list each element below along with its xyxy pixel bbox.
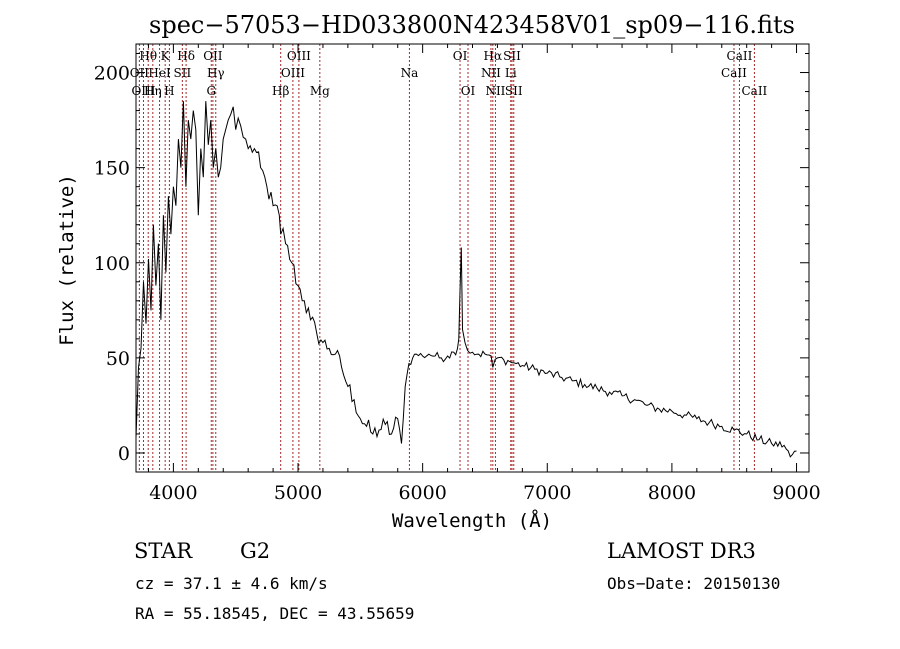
line-label-2: OIII [131,84,155,98]
line-label-19: Hα [484,49,503,63]
x-axis-label: Wavelength (Å) [392,509,552,532]
chart-title: spec−57053−HD033800N423458V01_sp09−116.f… [149,11,795,39]
object-class: STAR [134,539,193,563]
line-label-6: H [164,84,174,98]
x-tick-label-4: 8000 [648,482,696,504]
line-label-4: Hη [144,84,162,98]
line-label-10: Hγ [207,66,225,80]
x-tick-label-5: 9000 [772,482,820,504]
line-label-0: Hθ [139,49,157,63]
x-tick-label-3: 7000 [523,482,571,504]
x-tick-label-1: 5000 [274,482,322,504]
coordinates: RA = 55.18545, DEC = 43.55659 [135,604,414,623]
line-label-13: OIII [281,66,305,80]
line-label-16: Na [401,66,419,80]
spectral-line-markers [138,44,755,472]
line-label-7: SII [174,66,192,80]
x-tick-label-2: 6000 [398,482,446,504]
x-axis-ticks: 4000 5000 6000 7000 8000 9000 [147,44,821,504]
line-label-26: CaII [721,66,747,80]
line-label-20: NII [481,66,501,80]
line-label-22: SII [503,49,521,63]
line-label-12: Hβ [272,84,289,98]
line-label-25: CaII [727,49,753,63]
line-label-17: OI [453,49,468,63]
y-tick-label-1: 50 [106,348,130,370]
line-label-11: G [206,84,216,98]
line-label-18: OI [461,84,476,98]
object-subclass: G2 [240,539,270,563]
line-label-21: NII [485,84,505,98]
line-label-9: OII [203,49,223,63]
y-tick-label-0: 0 [118,443,130,465]
spectrum-line [135,101,797,458]
line-label-24: SII [505,84,523,98]
y-tick-label-3: 150 [94,158,130,180]
line-label-27: CaII [741,84,767,98]
line-label-8: Hδ [177,49,195,63]
x-tick-label-0: 4000 [149,482,197,504]
line-label-3: HeI [148,66,171,80]
line-label-14: OIII [287,49,311,63]
y-tick-label-2: 100 [94,253,130,275]
y-axis-label: Flux (relative) [56,174,78,346]
y-axis-ticks: 0 50 100 150 200 [94,53,809,465]
survey-name: LAMOST DR3 [607,539,756,563]
line-label-5: K [161,49,171,63]
redshift-readout: cz = 37.1 ± 4.6 km/s [135,574,328,593]
y-tick-label-4: 200 [94,63,130,85]
line-label-23: Li [505,66,517,80]
obs-date: Obs−Date: 20150130 [607,574,780,593]
line-label-15: Mg [310,84,330,98]
